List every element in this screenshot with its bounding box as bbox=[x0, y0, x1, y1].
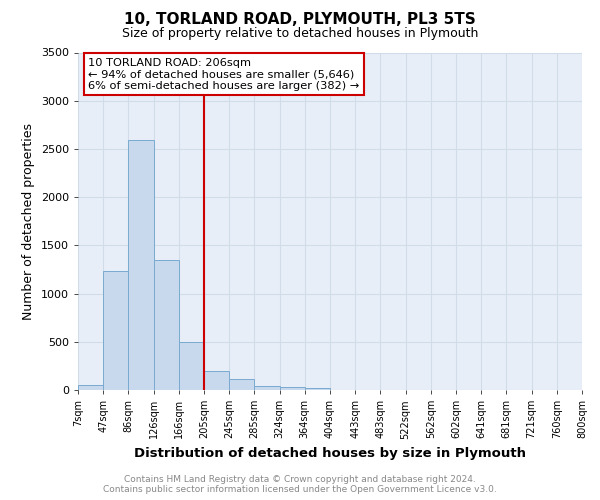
Bar bbox=[103, 272, 128, 390]
Bar bbox=[179, 342, 204, 390]
Text: 10 TORLAND ROAD: 206sqm
← 94% of detached houses are smaller (5,646)
6% of semi-: 10 TORLAND ROAD: 206sqm ← 94% of detache… bbox=[88, 58, 359, 91]
Bar bbox=[305, 388, 330, 390]
Bar bbox=[254, 386, 280, 390]
Bar bbox=[229, 380, 254, 390]
Bar bbox=[204, 370, 229, 390]
Bar bbox=[154, 260, 179, 390]
Text: Contains HM Land Registry data © Crown copyright and database right 2024.: Contains HM Land Registry data © Crown c… bbox=[124, 475, 476, 484]
Text: Contains public sector information licensed under the Open Government Licence v3: Contains public sector information licen… bbox=[103, 485, 497, 494]
Text: 10, TORLAND ROAD, PLYMOUTH, PL3 5TS: 10, TORLAND ROAD, PLYMOUTH, PL3 5TS bbox=[124, 12, 476, 28]
X-axis label: Distribution of detached houses by size in Plymouth: Distribution of detached houses by size … bbox=[134, 447, 526, 460]
Text: Size of property relative to detached houses in Plymouth: Size of property relative to detached ho… bbox=[122, 28, 478, 40]
Bar bbox=[280, 387, 305, 390]
Bar bbox=[128, 140, 154, 390]
Y-axis label: Number of detached properties: Number of detached properties bbox=[22, 122, 35, 320]
Bar bbox=[78, 385, 103, 390]
